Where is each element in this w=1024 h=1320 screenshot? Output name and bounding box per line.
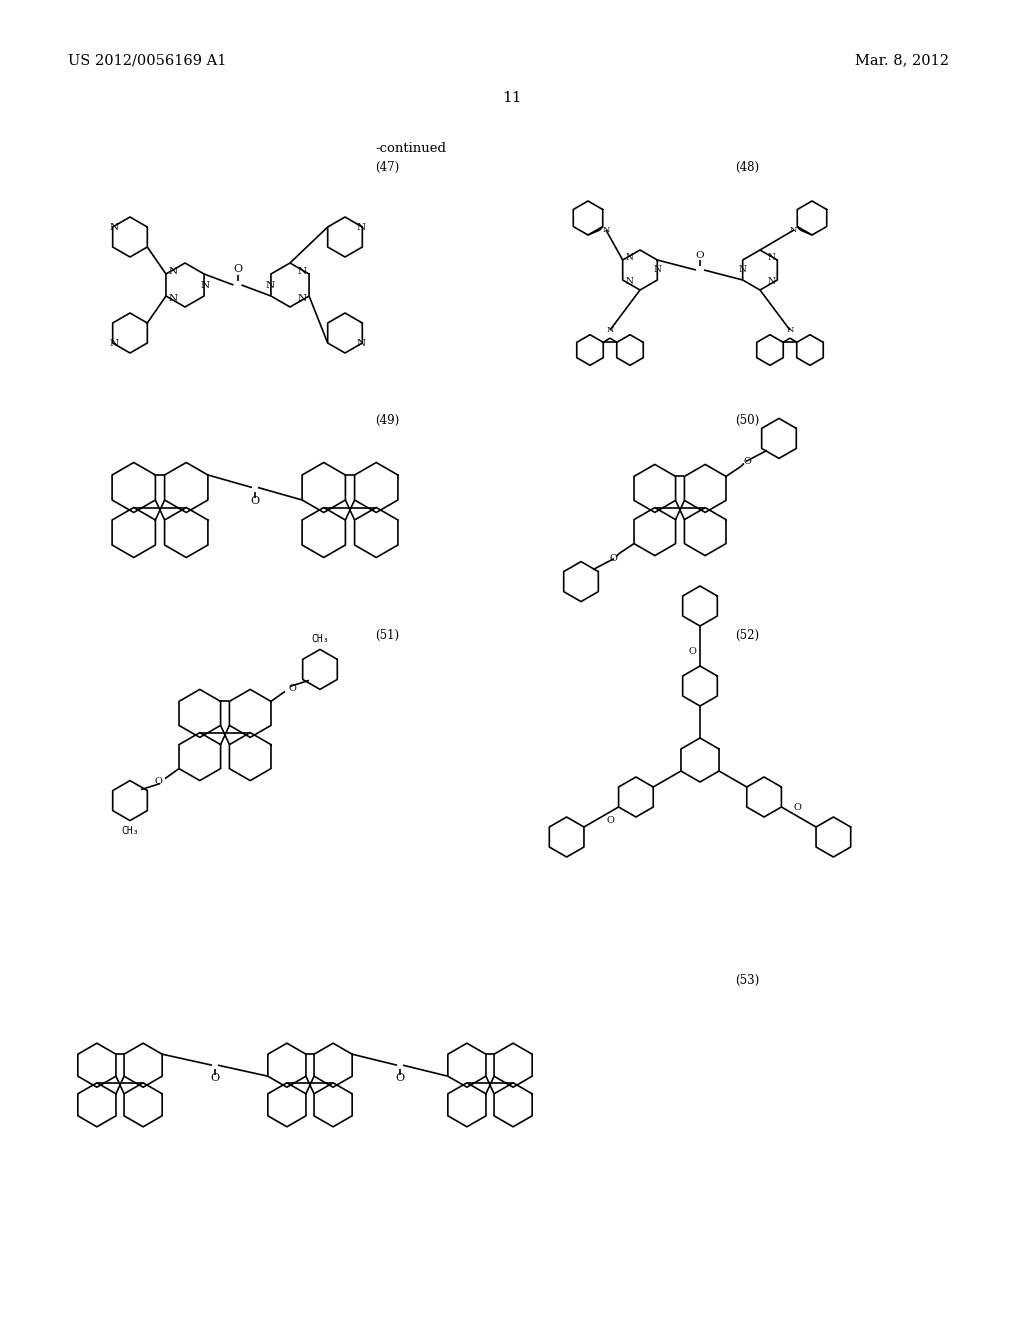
Text: CH₃: CH₃ — [311, 635, 329, 644]
Text: N: N — [767, 277, 775, 286]
Text: O: O — [251, 495, 259, 506]
Text: N: N — [298, 294, 306, 302]
Text: O: O — [395, 1073, 404, 1084]
Text: O: O — [688, 648, 696, 656]
Text: N: N — [790, 226, 797, 234]
Text: O: O — [606, 817, 614, 825]
Text: N: N — [603, 226, 610, 234]
Text: (53): (53) — [735, 974, 759, 986]
Text: (48): (48) — [735, 161, 759, 173]
Text: O: O — [288, 684, 296, 693]
Text: CH₃: CH₃ — [121, 825, 139, 836]
Text: N: N — [265, 281, 274, 289]
Text: N: N — [201, 281, 209, 289]
Text: (47): (47) — [375, 161, 399, 173]
Text: N: N — [653, 265, 662, 275]
Text: (51): (51) — [375, 628, 399, 642]
Text: 11: 11 — [502, 91, 522, 106]
Text: O: O — [232, 264, 242, 275]
Text: N: N — [298, 267, 306, 276]
Text: N: N — [625, 277, 633, 286]
Text: O: O — [211, 1073, 219, 1084]
Text: N: N — [168, 294, 177, 302]
Text: N: N — [110, 223, 119, 231]
Text: (49): (49) — [375, 413, 399, 426]
Text: N: N — [356, 338, 366, 347]
Text: O: O — [743, 457, 751, 466]
Text: N: N — [606, 326, 613, 334]
Text: O: O — [695, 251, 705, 260]
Text: (50): (50) — [735, 413, 759, 426]
Text: N: N — [356, 223, 366, 231]
Text: N: N — [110, 338, 119, 347]
Text: N: N — [786, 326, 794, 334]
Text: Mar. 8, 2012: Mar. 8, 2012 — [855, 53, 949, 67]
Text: US 2012/0056169 A1: US 2012/0056169 A1 — [68, 53, 226, 67]
Text: N: N — [767, 253, 775, 263]
Text: O: O — [609, 554, 616, 564]
Text: -continued: -continued — [375, 141, 446, 154]
Text: N: N — [738, 265, 746, 275]
Text: N: N — [168, 267, 177, 276]
Text: (52): (52) — [735, 628, 759, 642]
Text: O: O — [794, 803, 802, 812]
Text: N: N — [625, 253, 633, 263]
Text: O: O — [154, 777, 162, 787]
